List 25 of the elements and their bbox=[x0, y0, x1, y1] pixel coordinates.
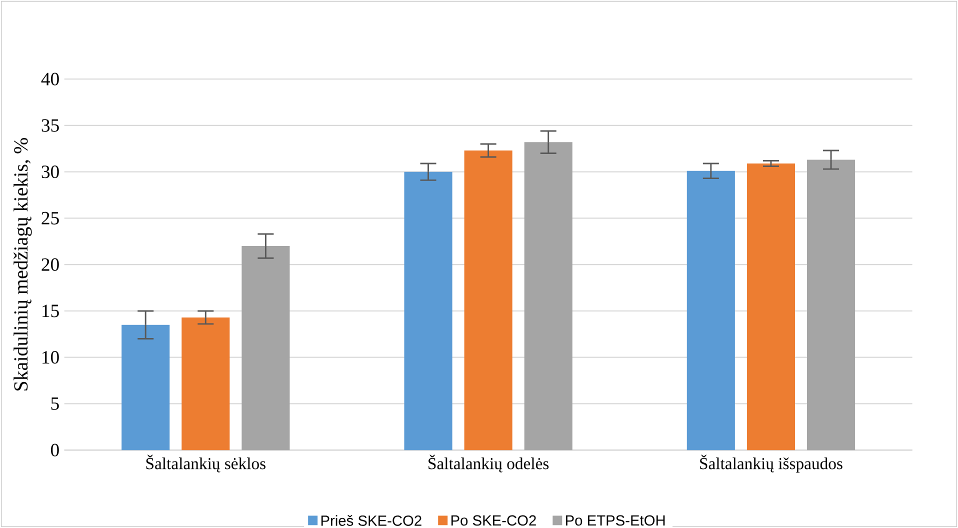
y-tick-label: 40 bbox=[41, 72, 59, 86]
y-tick-label: 5 bbox=[51, 397, 59, 410]
bar bbox=[806, 160, 856, 450]
bar bbox=[686, 170, 735, 450]
bar bbox=[122, 324, 170, 450]
y-tick-label: 20 bbox=[42, 258, 59, 271]
bar bbox=[464, 150, 512, 450]
y-tick-label: 30 bbox=[42, 166, 59, 178]
x-tick-label: Šaltalankių odelės bbox=[428, 454, 549, 472]
bar bbox=[242, 246, 290, 450]
y-tick-label: 35 bbox=[42, 119, 59, 132]
y-tick-label: 15 bbox=[42, 304, 59, 318]
bar bbox=[524, 142, 572, 450]
bar bbox=[404, 172, 452, 450]
y-tick-label: 0 bbox=[50, 444, 59, 456]
bar bbox=[746, 163, 795, 450]
y-axis-title: Skaidulinių medžiagų kiekis, % bbox=[14, 138, 32, 390]
legend-label: Po SKE-CO2 bbox=[451, 515, 536, 526]
x-tick-label: Šaltalankių sėklos bbox=[146, 454, 266, 472]
bar bbox=[182, 317, 230, 450]
y-tick-label: 25 bbox=[42, 212, 59, 224]
x-tick-label: Šaltalankių išspaudos bbox=[700, 454, 842, 473]
y-tick-label: 10 bbox=[42, 351, 59, 364]
legend-label: Po ETPS-EtOH bbox=[566, 515, 665, 526]
legend-label: Prieš SKE-CO2 bbox=[321, 515, 422, 526]
